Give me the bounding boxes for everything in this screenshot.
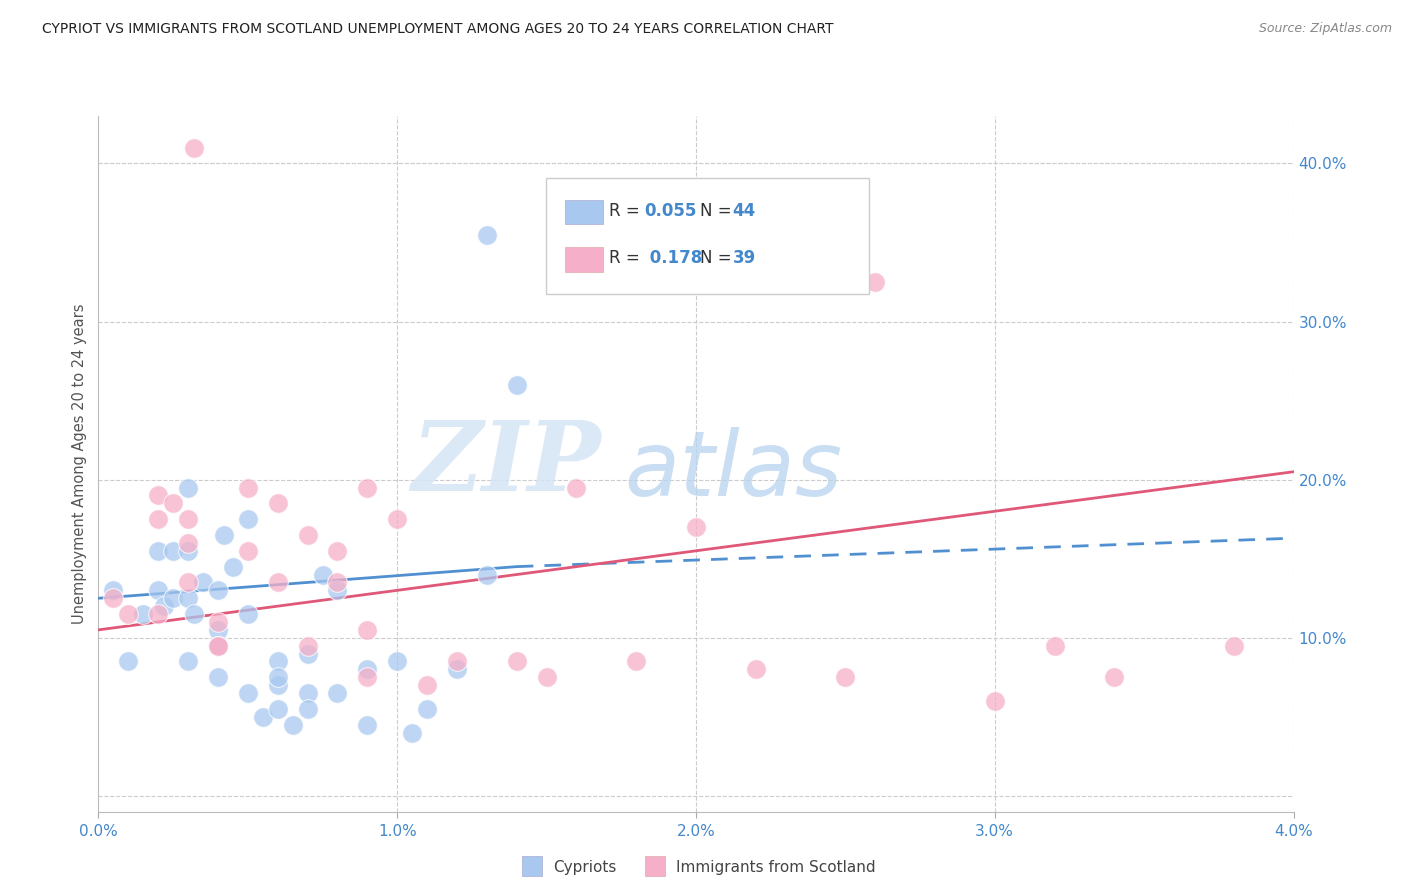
Y-axis label: Unemployment Among Ages 20 to 24 years: Unemployment Among Ages 20 to 24 years <box>72 303 87 624</box>
Point <box>236 481 259 495</box>
Point <box>356 717 378 731</box>
Legend: Cypriots, Immigrants from Scotland: Cypriots, Immigrants from Scotland <box>510 854 882 880</box>
Point <box>267 670 290 684</box>
Point <box>177 543 200 558</box>
Point <box>297 686 319 700</box>
Point <box>236 607 259 621</box>
Point <box>297 528 319 542</box>
Point <box>506 655 529 669</box>
Point <box>565 481 588 495</box>
Point <box>267 655 290 669</box>
Point <box>177 655 200 669</box>
Text: CYPRIOT VS IMMIGRANTS FROM SCOTLAND UNEMPLOYMENT AMONG AGES 20 TO 24 YEARS CORRE: CYPRIOT VS IMMIGRANTS FROM SCOTLAND UNEM… <box>42 22 834 37</box>
Point <box>162 591 184 606</box>
Point <box>475 567 498 582</box>
Point <box>212 528 235 542</box>
Point <box>297 639 319 653</box>
Point <box>356 623 378 637</box>
Text: Source: ZipAtlas.com: Source: ZipAtlas.com <box>1258 22 1392 36</box>
Point <box>624 655 647 669</box>
Point <box>153 599 176 614</box>
Point <box>297 702 319 716</box>
Point <box>191 575 214 590</box>
Point <box>236 686 259 700</box>
Point <box>385 655 409 669</box>
Point <box>117 655 139 669</box>
Point <box>207 583 229 598</box>
Point <box>103 591 125 606</box>
Point <box>863 275 886 289</box>
Text: N =: N = <box>700 249 737 267</box>
Point <box>103 583 125 598</box>
Point <box>148 543 170 558</box>
Point <box>183 140 205 154</box>
Point <box>148 512 170 526</box>
Point <box>834 670 856 684</box>
Point <box>297 647 319 661</box>
Point <box>207 639 229 653</box>
Text: 0.178: 0.178 <box>644 249 702 267</box>
Point <box>183 607 205 621</box>
Point <box>177 591 200 606</box>
Point <box>983 694 1005 708</box>
Point <box>745 662 768 676</box>
Point <box>446 662 468 676</box>
Point <box>326 543 349 558</box>
Point <box>685 520 707 534</box>
Point <box>148 488 170 502</box>
Text: atlas: atlas <box>624 426 842 515</box>
Point <box>236 543 259 558</box>
Point <box>416 678 439 692</box>
Point <box>148 607 170 621</box>
Point <box>401 725 423 739</box>
Point <box>177 536 200 550</box>
Point <box>207 615 229 629</box>
Text: 44: 44 <box>733 202 756 220</box>
Text: 0.055: 0.055 <box>644 202 696 220</box>
Point <box>252 710 274 724</box>
Point <box>326 583 349 598</box>
Point <box>162 496 184 510</box>
Text: R =: R = <box>609 202 645 220</box>
Point <box>1222 639 1246 653</box>
Point <box>416 702 439 716</box>
Point <box>177 575 200 590</box>
Point <box>207 639 229 653</box>
Point <box>267 678 290 692</box>
Point <box>207 670 229 684</box>
Point <box>446 655 468 669</box>
Point <box>222 559 245 574</box>
Point <box>148 583 170 598</box>
Point <box>311 567 333 582</box>
Point <box>207 639 229 653</box>
Point <box>536 670 558 684</box>
Point <box>236 512 259 526</box>
Text: 39: 39 <box>733 249 756 267</box>
Point <box>117 607 139 621</box>
Point <box>267 496 290 510</box>
Point <box>132 607 155 621</box>
Point <box>506 377 529 392</box>
Point <box>207 623 229 637</box>
Point <box>1102 670 1125 684</box>
Text: N =: N = <box>700 202 737 220</box>
Point <box>385 512 409 526</box>
Point <box>267 702 290 716</box>
Point <box>475 227 498 242</box>
Point <box>326 575 349 590</box>
Point <box>1043 639 1066 653</box>
Point <box>356 670 378 684</box>
Point <box>356 662 378 676</box>
Point <box>177 481 200 495</box>
Point <box>326 686 349 700</box>
Text: R =: R = <box>609 249 645 267</box>
Text: ZIP: ZIP <box>411 417 600 511</box>
Point <box>281 717 304 731</box>
Point <box>356 481 378 495</box>
Point <box>162 543 184 558</box>
Point <box>267 575 290 590</box>
Point <box>177 512 200 526</box>
